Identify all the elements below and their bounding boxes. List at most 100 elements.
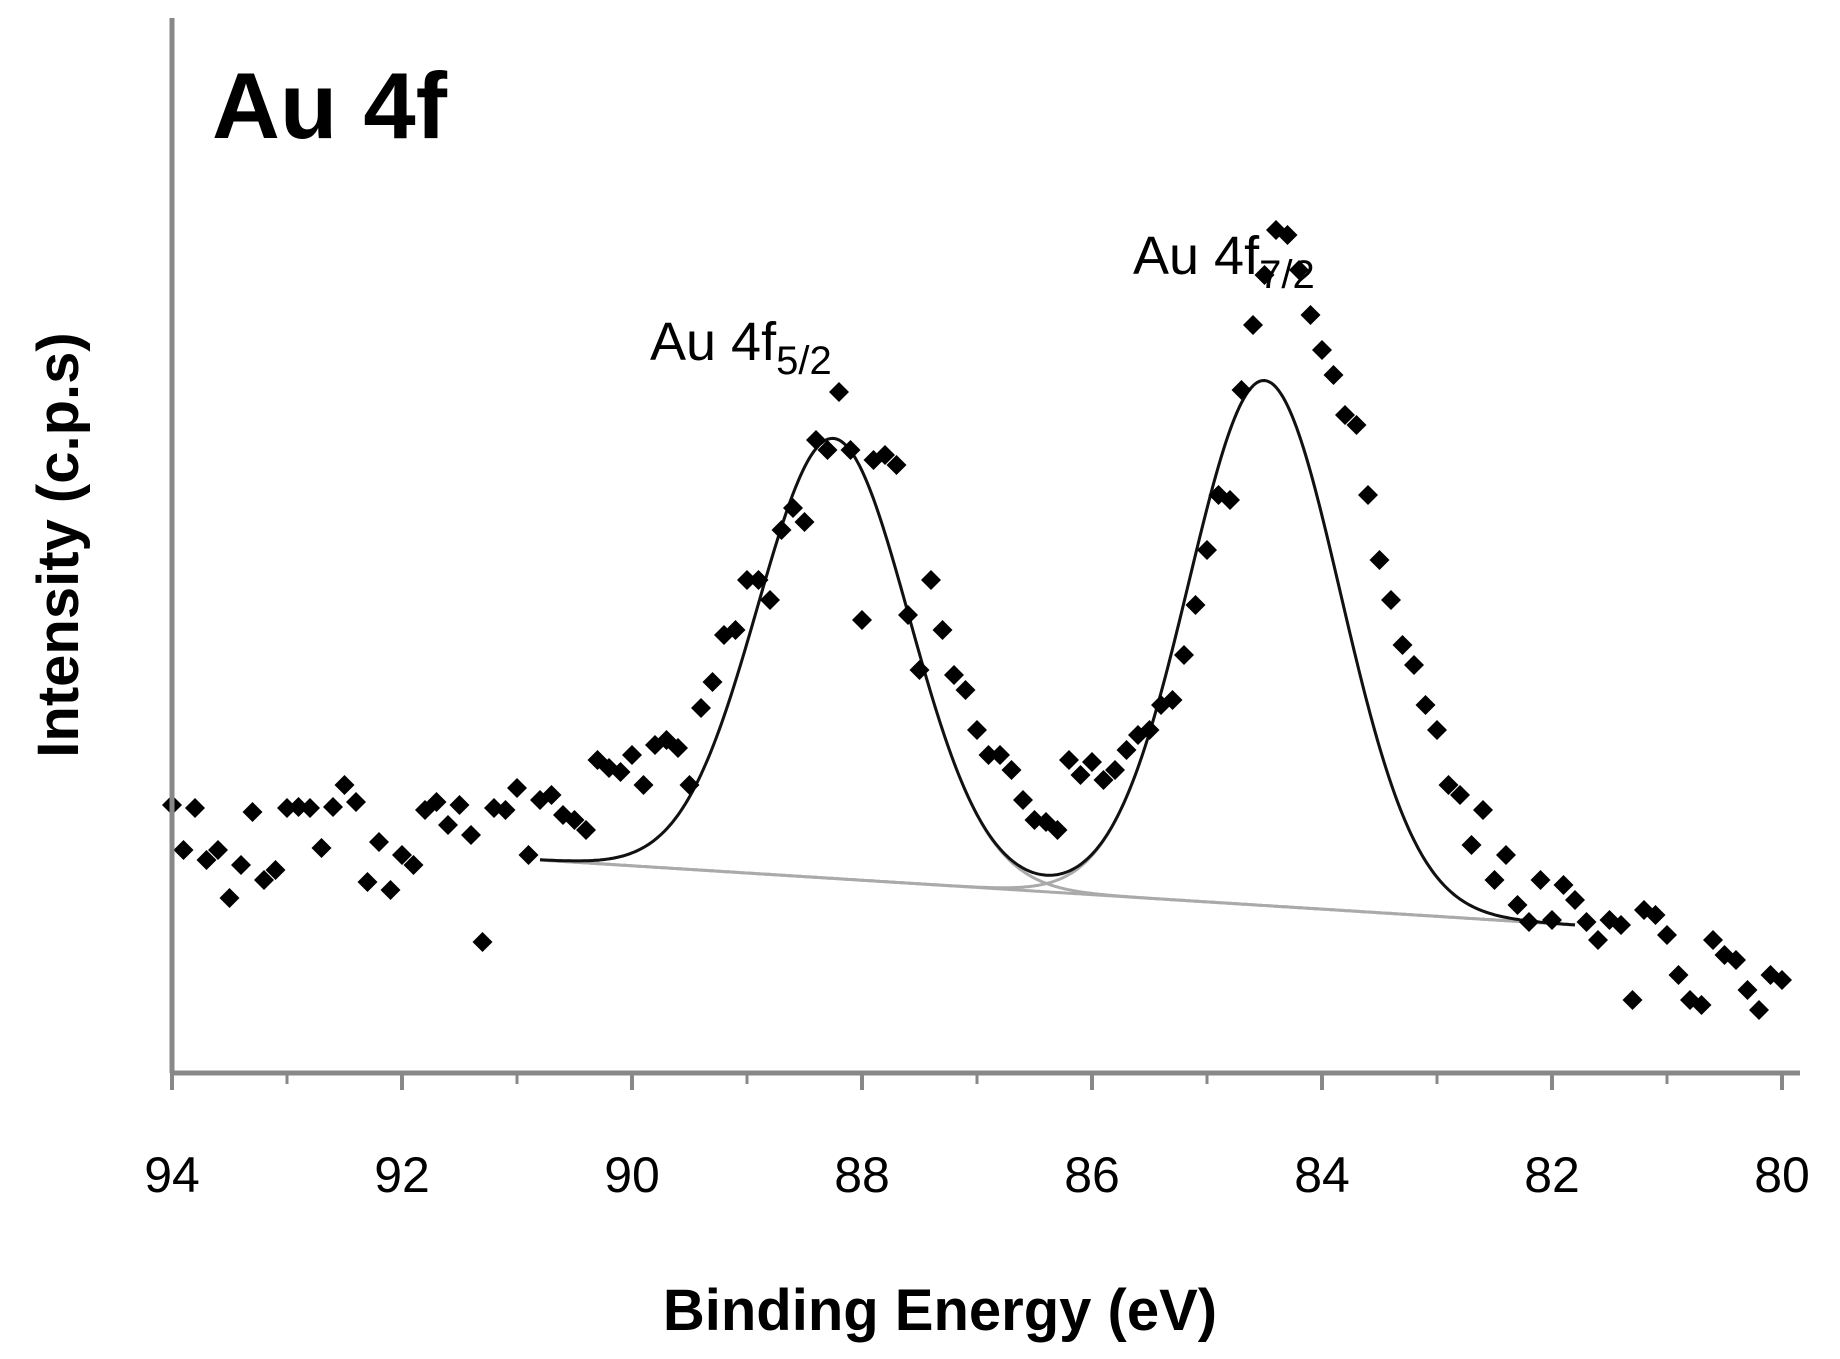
data-point [760,590,780,610]
data-point [1461,835,1482,855]
data-point [1162,690,1183,710]
data-point [541,785,562,805]
data-point [576,820,596,840]
data-point [691,698,711,718]
data-point [1691,995,1712,1015]
data-point [771,520,792,540]
data-point [1484,870,1505,890]
data-point [1381,590,1401,610]
data-point [1312,340,1332,360]
data-point [346,792,366,812]
data-point [702,672,723,692]
data-point [725,620,746,640]
data-point [242,802,263,822]
data-point [311,838,332,858]
data-point [633,775,654,795]
data-point [1231,380,1252,400]
data-point [875,445,895,465]
data-point [1657,925,1677,945]
data-point [1116,740,1137,760]
data-point [507,778,527,798]
data-point [852,610,872,630]
data-point [990,745,1010,765]
x-tick-label: 94 [144,1147,200,1203]
data-point [1369,550,1390,570]
data-point [1703,930,1723,950]
data-point [1668,965,1689,985]
data-point [1093,770,1114,790]
data-point [898,605,918,625]
data-point [967,720,987,740]
data-point [564,810,585,830]
data-point [1001,760,1022,780]
data-point [955,680,976,700]
data-point [231,855,251,875]
data-point [1496,845,1516,865]
data-point [518,845,539,865]
data-point [1047,820,1068,840]
data-point [1254,265,1275,285]
data-point [1220,490,1240,510]
data-point [1105,760,1125,780]
data-point [1289,260,1309,280]
peak-label-au4f52-main: Au 4f [650,312,777,372]
data-point [1427,720,1447,740]
data-point [254,870,274,890]
data-point [1197,540,1217,560]
data-point [173,840,194,860]
data-point [1726,950,1746,970]
data-point [806,430,826,450]
peak-label-au4f52-sub: 5/2 [776,339,832,383]
data-point [1473,800,1493,820]
data-point [1553,875,1574,895]
data-point [944,665,964,685]
data-point [840,440,861,460]
data-point [1507,895,1528,915]
data-point [323,797,343,817]
data-point [978,745,999,765]
data-point [449,795,470,815]
x-axis-ticks: 94 92 90 88 86 84 82 80 [144,1073,1810,1203]
data-point [380,880,401,900]
data-point [1576,912,1597,932]
peak-label-au4f72-sub: 7/2 [1259,253,1315,297]
data-point [438,815,458,835]
data-point [300,798,320,818]
data-point [829,382,849,402]
data-point [495,800,516,820]
data-point [1737,980,1758,1000]
data-point [1300,305,1321,325]
data-point [1749,1000,1769,1020]
data-point [357,872,378,892]
data-point [1622,990,1643,1010]
data-point [1565,890,1585,910]
x-tick-label: 92 [374,1147,430,1203]
peak-label-au4f72: Au 4f7/2 [1133,226,1315,297]
data-point [472,932,493,952]
data-point [288,797,309,817]
x-axis-label: Binding Energy (eV) [663,1278,1217,1343]
data-point [1404,655,1424,675]
fit-envelope-line [539,378,1576,927]
data-point [1772,970,1792,990]
data-point [909,660,930,680]
data-point [277,798,297,818]
data-point [1059,750,1079,770]
x-tick-label: 80 [1754,1147,1810,1203]
data-point [1415,695,1436,715]
x-tick-label: 86 [1064,1147,1120,1203]
data-point [1013,790,1033,810]
data-point [1542,910,1562,930]
data-point [886,455,907,475]
x-tick-label: 82 [1524,1147,1580,1203]
x-tick-label: 88 [834,1147,890,1203]
data-point [219,888,240,908]
data-point [921,570,941,590]
data-point [1277,225,1298,245]
data-point [403,855,424,875]
data-point [369,832,389,852]
data-point [1174,645,1194,665]
data-point [794,512,815,532]
data-point [1588,930,1608,950]
data-point [1438,775,1459,795]
